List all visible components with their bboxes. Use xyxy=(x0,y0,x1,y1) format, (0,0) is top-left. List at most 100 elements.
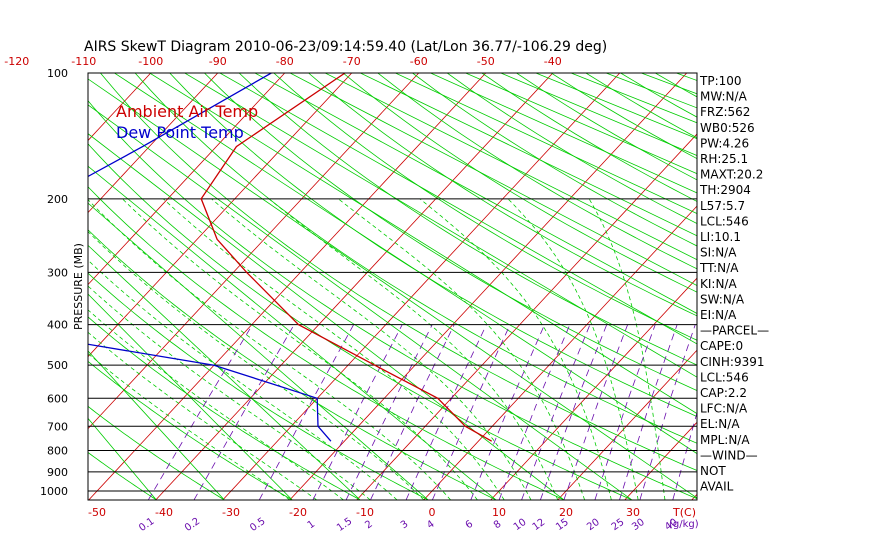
index-label: —PARCEL— xyxy=(700,324,769,338)
index-label: SI:N/A xyxy=(700,246,737,260)
mixing-ratio-tick-label: 30 xyxy=(630,517,647,533)
mixing-ratio-tick-label: 15 xyxy=(554,517,571,533)
moist-adiabat-line xyxy=(268,198,559,500)
pressure-tick-labels: 100 200 300 400 500 600 700 800 900 1000 xyxy=(40,67,68,498)
mixing-ratio-line xyxy=(619,324,678,500)
isotherm-line xyxy=(88,73,219,214)
profile-lines xyxy=(88,73,493,442)
index-label: NOT xyxy=(700,464,726,478)
pressure-tick-label: 1000 xyxy=(40,485,68,498)
index-label: WB0:526 xyxy=(700,121,755,135)
moist-adiabat-line xyxy=(88,309,344,500)
mixing-ratio-tick-label: 0.2 xyxy=(183,516,202,534)
isotherm-line xyxy=(88,73,286,286)
isotherm-line xyxy=(222,73,621,500)
top-temp-tick-label: -60 xyxy=(410,55,428,68)
isotherm-line xyxy=(88,73,420,430)
legend-entry-dew-point-temp: Dew Point Temp xyxy=(116,123,244,142)
mixing-ratio-tick-label: 12 xyxy=(531,517,548,533)
mixing-ratio-tick-label: 20 xyxy=(585,517,602,533)
dry-adiabat-line xyxy=(273,73,697,341)
isotherm-line xyxy=(155,73,554,500)
bottom-temp-tick-label: -10 xyxy=(356,506,374,519)
mixing-ratio-line xyxy=(405,324,487,500)
dry-adiabat-line xyxy=(134,73,697,444)
index-label: CINH:9391 xyxy=(700,355,765,369)
index-label: FRZ:562 xyxy=(700,105,750,119)
mixing-ratio-line xyxy=(521,324,591,500)
chart-legend: Ambient Air Temp Dew Point Temp xyxy=(116,102,258,142)
index-label: L57:5.7 xyxy=(700,199,745,213)
moist-adiabat-line xyxy=(88,231,425,500)
moist-adiabat-line xyxy=(88,199,451,500)
top-temp-tick-label: -90 xyxy=(209,55,227,68)
isotherm-line xyxy=(624,421,697,500)
bottom-temp-tick-label: -20 xyxy=(289,506,307,519)
bottom-temp-tick-label: 30 xyxy=(626,506,640,519)
moist-adiabat-line xyxy=(507,198,639,500)
dry-adiabat-line xyxy=(169,73,697,417)
pressure-tick-label: 700 xyxy=(47,420,68,433)
dry-adiabat-line xyxy=(88,104,633,500)
bottom-temp-tick-label: -30 xyxy=(222,506,240,519)
moist-adiabat-line xyxy=(88,331,317,500)
dry-adiabat-line xyxy=(377,73,697,270)
index-label: MPL:N/A xyxy=(700,433,750,447)
index-label: TH:2904 xyxy=(699,183,751,197)
top-temp-tick-label: -70 xyxy=(343,55,361,68)
top-temp-tick-label: -50 xyxy=(477,55,495,68)
pressure-tick-label: 600 xyxy=(47,392,68,405)
isotherm-line xyxy=(423,205,697,500)
bottom-temp-tick-label: 0 xyxy=(429,506,436,519)
pressure-tick-label: 300 xyxy=(47,266,68,279)
index-label: AVAIL xyxy=(700,480,734,494)
ambient-air-temp-line xyxy=(200,73,493,442)
dry-adiabat-line xyxy=(308,73,697,317)
index-label: PW:4.26 xyxy=(700,136,749,150)
index-label: CAPE:0 xyxy=(700,339,743,353)
index-label: EI:N/A xyxy=(700,308,737,322)
bottom-temp-tick-label: -40 xyxy=(155,506,173,519)
index-label: MW:N/A xyxy=(700,90,748,104)
moist-adiabat-line xyxy=(122,198,478,500)
pressure-tick-label: 100 xyxy=(47,67,68,80)
top-temp-tick-labels: -120 -110 -100 -90 -80 -70 -60 -50 -40 xyxy=(4,55,561,68)
pressure-tick-label: 200 xyxy=(47,193,68,206)
pressure-tick-label: 800 xyxy=(47,444,68,457)
dry-adiabat-line xyxy=(100,73,697,471)
top-temp-tick-label: -110 xyxy=(71,55,96,68)
mixing-ratio-line xyxy=(370,324,455,500)
bottom-temp-tick-label: -50 xyxy=(88,506,106,519)
pressure-tick-label: 400 xyxy=(47,319,68,332)
index-label: SW:N/A xyxy=(700,292,745,306)
dry-adiabat-line xyxy=(516,73,697,181)
mixing-ratio-tick-label: 6 xyxy=(464,519,476,532)
index-label: LCL:546 xyxy=(700,214,749,228)
isotherm-line xyxy=(356,133,697,500)
moist-adiabat-line xyxy=(88,285,371,500)
moist-adiabat-line xyxy=(211,198,532,500)
mixing-ratio-tick-label: 1.5 xyxy=(335,516,354,534)
dry-adiabat-line xyxy=(446,73,697,224)
isotherm-line xyxy=(490,277,697,500)
isotherm-line xyxy=(826,54,870,500)
index-label: TP:100 xyxy=(699,74,742,88)
moist-adiabat-line xyxy=(419,198,612,500)
index-label: KI:N/A xyxy=(700,277,737,291)
isobar-lines xyxy=(88,198,697,492)
top-temp-tick-label: -80 xyxy=(276,55,294,68)
bottom-temp-tick-labels: -50 -40 -30 -20 -10 0 10 20 30 xyxy=(88,506,640,519)
legend-entry-ambient-air-temp: Ambient Air Temp xyxy=(116,102,258,121)
mixing-ratio-tick-label: 3 xyxy=(399,519,411,532)
isotherm-line xyxy=(88,73,353,358)
mixing-ratio-line xyxy=(258,324,354,500)
mixing-ratio-tick-label: 10 xyxy=(512,517,529,533)
dry-adiabat-line xyxy=(0,54,20,500)
dry-adiabat-line xyxy=(204,73,697,391)
mixing-ratio-tick-label: 0.1 xyxy=(137,516,156,534)
top-temp-tick-label: -40 xyxy=(544,55,562,68)
plot-frame xyxy=(87,72,698,501)
isotherm-line xyxy=(88,73,152,142)
